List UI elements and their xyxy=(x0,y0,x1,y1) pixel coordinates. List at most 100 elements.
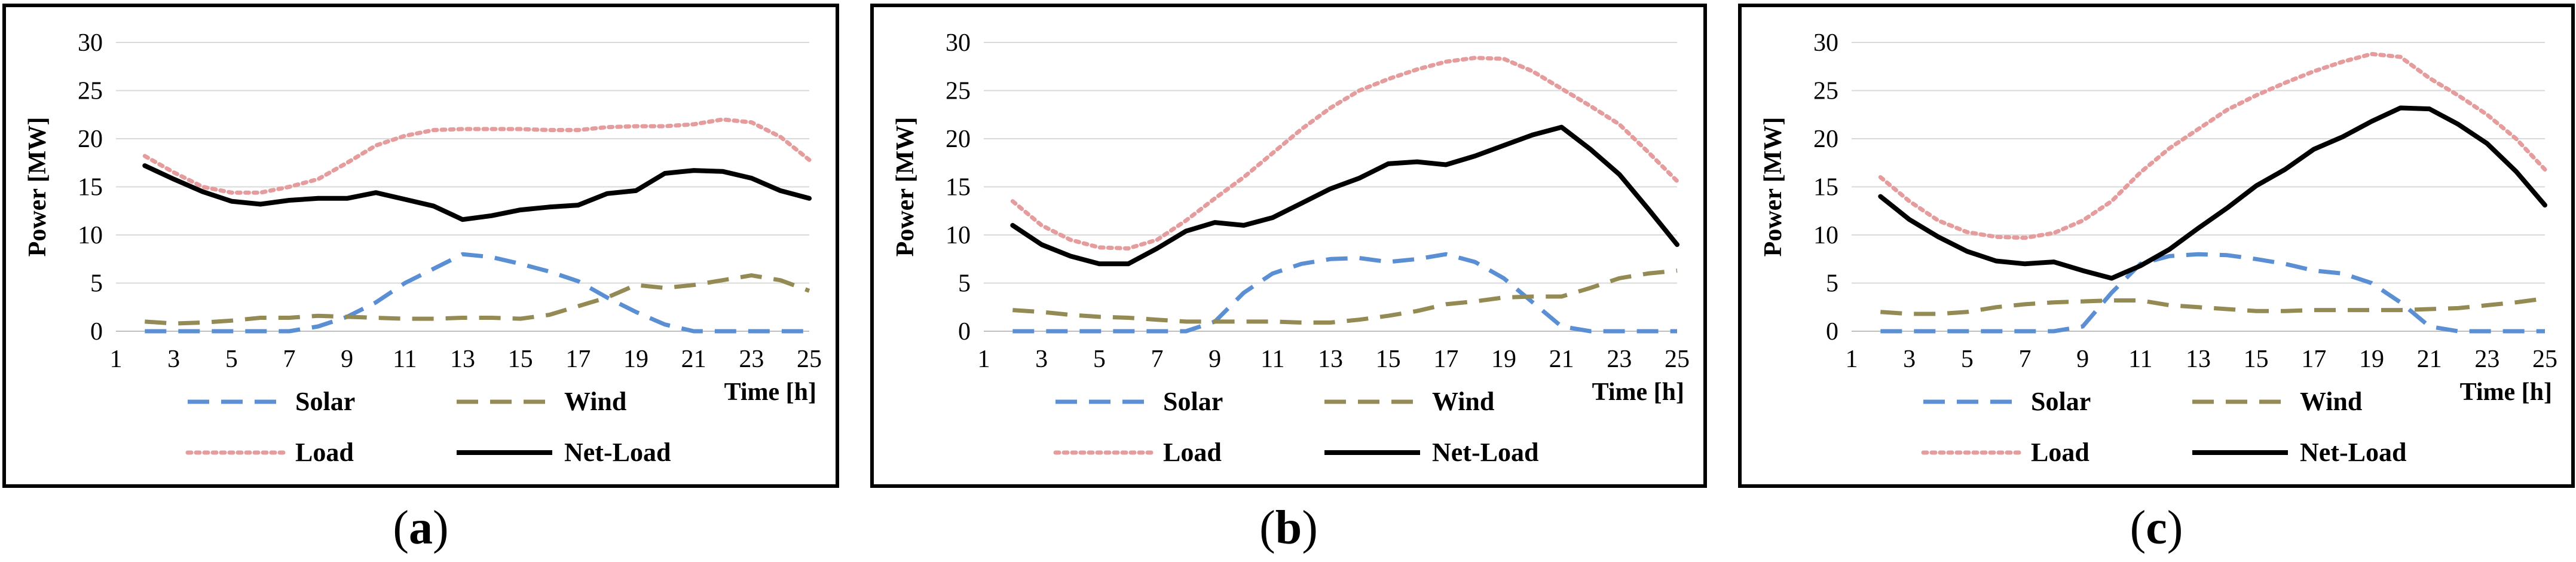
x-tick-label: 9 xyxy=(1209,346,1221,373)
x-tick-label: 11 xyxy=(393,346,417,373)
legend-label-net-load: Net-Load xyxy=(1432,438,1538,467)
y-tick-label: 5 xyxy=(1826,270,1838,298)
y-tick-label: 15 xyxy=(78,174,103,201)
y-tick-label: 30 xyxy=(1813,29,1838,57)
x-tick-label: 1 xyxy=(110,346,123,373)
chart-frame xyxy=(870,4,1707,488)
x-tick-label: 17 xyxy=(565,346,591,373)
y-tick-label: 0 xyxy=(90,318,103,346)
legend-label-solar: Solar xyxy=(2031,387,2091,416)
x-tick-label: 7 xyxy=(2019,346,2032,373)
caption-open: ( xyxy=(393,502,409,554)
series-line-solar xyxy=(1012,252,1677,334)
x-tick-label: 17 xyxy=(2301,346,2326,373)
x-tick-label: 25 xyxy=(2532,346,2557,373)
x-axis-title: Time [h] xyxy=(1592,378,1684,406)
series-line-wind xyxy=(1880,296,2546,316)
series-line-net-load xyxy=(1878,105,2547,281)
y-tick-label: 15 xyxy=(946,174,971,201)
caption-a: (a) xyxy=(2,501,839,555)
legend-label-wind: Wind xyxy=(2300,387,2362,416)
legend-label-solar: Solar xyxy=(295,387,355,416)
x-tick-label: 21 xyxy=(2417,346,2442,373)
x-tick-label: 15 xyxy=(1376,346,1401,373)
series-line-load xyxy=(1878,51,2547,240)
caption-close: ) xyxy=(2167,502,2183,554)
x-tick-label: 5 xyxy=(1961,346,1974,373)
chart-frame xyxy=(2,4,839,488)
legend-label-net-load: Net-Load xyxy=(564,438,671,467)
series-line-net-load xyxy=(142,163,812,222)
y-tick-label: 5 xyxy=(90,270,103,298)
x-tick-label: 25 xyxy=(1665,346,1690,373)
x-tick-label: 21 xyxy=(681,346,706,373)
caption-close: ) xyxy=(1302,502,1318,554)
legend-label-net-load: Net-Load xyxy=(2300,438,2406,467)
chart-panel-c: 0 5 10 15 20 25 30 1 3 5 7 9 11 13 15 17 19 21 23 25 Time [h… xyxy=(1738,4,2575,488)
x-tick-label: 21 xyxy=(1549,346,1574,373)
y-tick-label: 30 xyxy=(946,29,971,57)
legend-label-load: Load xyxy=(2031,438,2089,467)
caption-close: ) xyxy=(433,502,449,554)
y-tick-label: 25 xyxy=(1813,78,1838,105)
y-tick-label: 10 xyxy=(1813,222,1838,249)
x-tick-label: 1 xyxy=(1846,346,1858,373)
y-tick-label: 20 xyxy=(946,126,971,153)
series-line-wind xyxy=(145,273,810,326)
series-line-load xyxy=(142,117,812,195)
y-axis-title: Power [MW] xyxy=(892,117,919,257)
x-tick-label: 1 xyxy=(978,346,990,373)
y-tick-label: 0 xyxy=(958,318,971,346)
y-tick-label: 25 xyxy=(946,78,971,105)
series-line-solar xyxy=(1880,252,2545,334)
series-line-wind xyxy=(1012,268,1678,325)
chart-panel-b: 0 5 10 15 20 25 30 1 3 5 7 9 11 13 15 17 19 21 23 25 Time [h… xyxy=(870,4,1707,488)
series-line-solar xyxy=(145,252,809,334)
x-tick-label: 19 xyxy=(1491,346,1516,373)
caption-open: ( xyxy=(1259,502,1275,554)
x-tick-label: 11 xyxy=(1261,346,1284,373)
x-tick-label: 23 xyxy=(2474,346,2499,373)
x-tick-label: 7 xyxy=(283,346,296,373)
x-tick-label: 3 xyxy=(1035,346,1048,373)
y-tick-label: 10 xyxy=(78,222,103,249)
y-tick-label: 15 xyxy=(1813,174,1838,201)
x-tick-label: 19 xyxy=(623,346,648,373)
legend-label-solar: Solar xyxy=(1163,387,1223,416)
x-tick-label: 23 xyxy=(1607,346,1632,373)
x-tick-label: 13 xyxy=(1318,346,1343,373)
x-tick-label: 3 xyxy=(1903,346,1916,373)
chart-frame xyxy=(1738,4,2575,488)
x-tick-label: 23 xyxy=(739,346,764,373)
y-tick-label: 5 xyxy=(958,270,971,298)
x-tick-label: 13 xyxy=(2186,346,2211,373)
legend-label-wind: Wind xyxy=(1432,387,1494,416)
series-line-load xyxy=(1010,56,1679,251)
y-axis-title: Power [MW] xyxy=(24,117,51,257)
x-tick-label: 11 xyxy=(2128,346,2152,373)
x-tick-label: 13 xyxy=(450,346,475,373)
y-tick-label: 25 xyxy=(78,78,103,105)
x-tick-label: 3 xyxy=(167,346,180,373)
series-line-net-load xyxy=(1010,124,1679,267)
legend-label-load: Load xyxy=(1163,438,1222,467)
caption-letter: a xyxy=(409,502,433,554)
x-tick-label: 5 xyxy=(225,346,238,373)
x-tick-label: 15 xyxy=(508,346,533,373)
x-tick-label: 9 xyxy=(2076,346,2089,373)
x-tick-label: 19 xyxy=(2359,346,2384,373)
legend-label-wind: Wind xyxy=(564,387,626,416)
y-axis-title: Power [MW] xyxy=(1760,117,1787,257)
caption-c: (c) xyxy=(1738,501,2575,555)
x-tick-label: 17 xyxy=(1433,346,1458,373)
y-tick-label: 10 xyxy=(946,222,971,249)
legend-label-load: Load xyxy=(295,438,354,467)
caption-letter: b xyxy=(1275,502,1302,554)
x-axis-title: Time [h] xyxy=(724,378,816,406)
x-tick-label: 25 xyxy=(797,346,822,373)
x-tick-label: 7 xyxy=(1151,346,1164,373)
y-tick-label: 0 xyxy=(1826,318,1838,346)
